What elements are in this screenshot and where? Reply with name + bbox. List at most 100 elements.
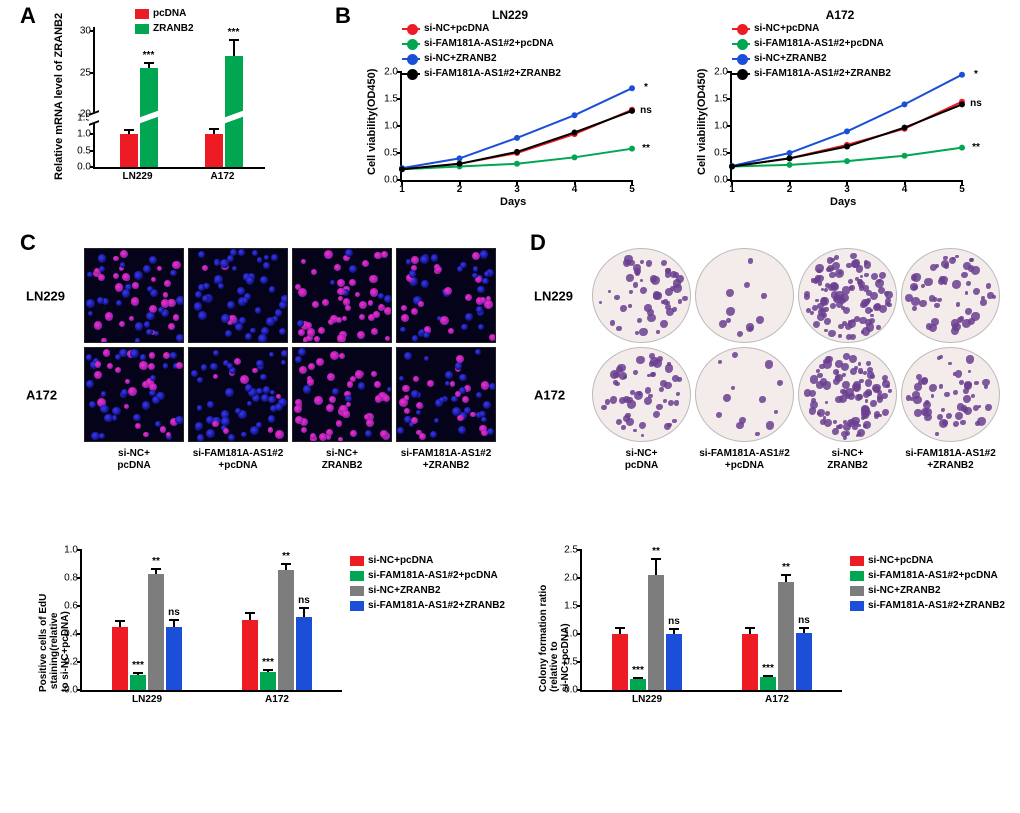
tick-mark bbox=[90, 150, 95, 152]
edu-image bbox=[396, 347, 496, 442]
tick-mark bbox=[577, 661, 582, 663]
chart-c-quant-plot: 0.0 0.2 0.4 0.6 0.8 1.0 LN229 *** ** nsA… bbox=[80, 550, 342, 692]
error-bar bbox=[233, 39, 235, 56]
colony-image bbox=[798, 248, 897, 343]
chart-c-quant-bar bbox=[260, 672, 276, 690]
sig-label: *** bbox=[143, 50, 155, 61]
row-label: A172 bbox=[534, 387, 565, 402]
panel-label-d: D bbox=[530, 230, 546, 256]
legend-item: ZRANB2 bbox=[135, 22, 194, 36]
legend-a: pcDNAZRANB2 bbox=[135, 7, 194, 37]
chart-b-a172: A172 0.0 0.5 1.0 1.5 2.0 1 2 3 4 5 *ns**… bbox=[690, 10, 990, 205]
chart-b-xtick: 1 bbox=[399, 184, 405, 195]
chart-d-quant-bar bbox=[612, 634, 628, 690]
tick-mark bbox=[401, 180, 403, 185]
chart-c-quant-legend: si-NC+pcDNAsi-FAM181A-AS1#2+pcDNAsi-NC+Z… bbox=[350, 554, 505, 614]
chart-d-quant-plot: 0.0 0.5 1.0 1.5 2.0 2.5 LN229 *** ** nsA… bbox=[580, 550, 842, 692]
figure-root: A Relative mRNA level of ZRANB2 0.00.51.… bbox=[0, 0, 1020, 813]
tick-mark bbox=[577, 633, 582, 635]
chart-a-plot: 0.00.51.01.5202530LN229 ***A172 *** bbox=[93, 27, 265, 169]
sig-label: ns bbox=[640, 105, 652, 116]
chart-b-xtitle: Days bbox=[500, 196, 526, 208]
axis-break bbox=[89, 110, 99, 126]
error-cap bbox=[169, 619, 179, 621]
chart-d-quant-bar bbox=[778, 582, 794, 690]
tick-mark bbox=[574, 180, 576, 185]
error-cap bbox=[209, 128, 219, 130]
chart-b-plot: 0.0 0.5 1.0 1.5 2.0 1 2 3 4 5 *ns** bbox=[400, 72, 632, 182]
row-label: LN229 bbox=[26, 288, 65, 303]
error-cap bbox=[299, 607, 309, 609]
chart-d-quant-xtick: LN229 bbox=[632, 694, 662, 705]
tick-mark bbox=[577, 689, 582, 691]
tick-mark bbox=[789, 180, 791, 185]
error-cap bbox=[633, 677, 643, 679]
chart-c-quant-bar bbox=[296, 617, 312, 690]
edu-image bbox=[292, 248, 392, 343]
chart-d-quant-bar bbox=[630, 679, 646, 690]
colony-image bbox=[798, 347, 897, 442]
chart-b-ytitle: Cell viability(OD450) bbox=[366, 69, 378, 175]
colony-image bbox=[901, 248, 1000, 343]
chart-b-xtick: 3 bbox=[514, 184, 520, 195]
colony-image bbox=[695, 347, 794, 442]
chart-d-quant-xtick: A172 bbox=[765, 694, 789, 705]
sig-label: * bbox=[644, 82, 648, 93]
chart-a-xtick: A172 bbox=[211, 171, 235, 182]
tick-mark bbox=[77, 605, 82, 607]
col-label: si-NC+ pcDNA bbox=[592, 448, 692, 472]
tick-mark bbox=[516, 180, 518, 185]
sig-label: ** bbox=[152, 556, 160, 567]
error-cap bbox=[133, 672, 143, 674]
chart-b-ln229: LN229 0.0 0.5 1.0 1.5 2.0 1 2 3 4 5 *ns*… bbox=[360, 10, 660, 205]
chart-b-ytitle: Cell viability(OD450) bbox=[696, 69, 708, 175]
chart-a-bar bbox=[120, 134, 138, 167]
chart-b-xtick: 4 bbox=[572, 184, 578, 195]
chart-a-y-title: Relative mRNA level of ZRANB2 bbox=[53, 13, 65, 180]
sig-label: ** bbox=[652, 546, 660, 557]
edu-image bbox=[84, 248, 184, 343]
chart-b-xtick: 2 bbox=[457, 184, 463, 195]
chart-d-quant-bar bbox=[796, 633, 812, 690]
error-bar bbox=[655, 558, 657, 575]
error-cap bbox=[115, 620, 125, 622]
colony-image bbox=[592, 347, 691, 442]
edu-image bbox=[188, 248, 288, 343]
col-label: si-FAM181A-AS1#2 +ZRANB2 bbox=[901, 448, 1001, 472]
col-label: si-NC+ pcDNA bbox=[84, 448, 184, 472]
chart-b-xtick: 2 bbox=[787, 184, 793, 195]
sig-label: *** bbox=[132, 660, 144, 671]
sig-label: *** bbox=[762, 663, 774, 674]
error-cap bbox=[281, 563, 291, 565]
legend-b: si-NC+pcDNAsi-FAM181A-AS1#2+pcDNAsi-NC+Z… bbox=[732, 22, 891, 82]
error-cap bbox=[799, 627, 809, 629]
col-label: si-NC+ ZRANB2 bbox=[292, 448, 392, 472]
sig-label: *** bbox=[228, 27, 240, 38]
sig-label: ** bbox=[972, 142, 980, 153]
chart-b-plot: 0.0 0.5 1.0 1.5 2.0 1 2 3 4 5 *ns** bbox=[730, 72, 962, 182]
chart-c-quant-xtick: LN229 bbox=[132, 694, 162, 705]
chart-d-quant: 0.0 0.5 1.0 1.5 2.0 2.5 LN229 *** ** nsA… bbox=[540, 540, 1020, 730]
chart-c-quant-bar bbox=[130, 675, 146, 690]
chart-b-xtick: 3 bbox=[844, 184, 850, 195]
chart-a: Relative mRNA level of ZRANB2 0.00.51.01… bbox=[55, 25, 275, 205]
tick-mark bbox=[77, 549, 82, 551]
tick-mark bbox=[90, 30, 95, 32]
error-cap bbox=[651, 558, 661, 560]
chart-a-xtick: LN229 bbox=[122, 171, 152, 182]
chart-a-bar bbox=[205, 134, 223, 167]
error-cap bbox=[151, 568, 161, 570]
chart-c-quant-bar bbox=[278, 570, 294, 690]
tick-mark bbox=[961, 180, 963, 185]
row-label: A172 bbox=[26, 387, 57, 402]
tick-mark bbox=[631, 180, 633, 185]
chart-c-quant-bar bbox=[148, 574, 164, 690]
edu-image bbox=[84, 347, 184, 442]
tick-mark bbox=[846, 180, 848, 185]
sig-label: ns bbox=[298, 595, 310, 606]
tick-mark bbox=[90, 166, 95, 168]
sig-label: ns bbox=[798, 615, 810, 626]
chart-b-xtick: 4 bbox=[902, 184, 908, 195]
edu-image bbox=[188, 347, 288, 442]
chart-b-xtick: 5 bbox=[959, 184, 965, 195]
